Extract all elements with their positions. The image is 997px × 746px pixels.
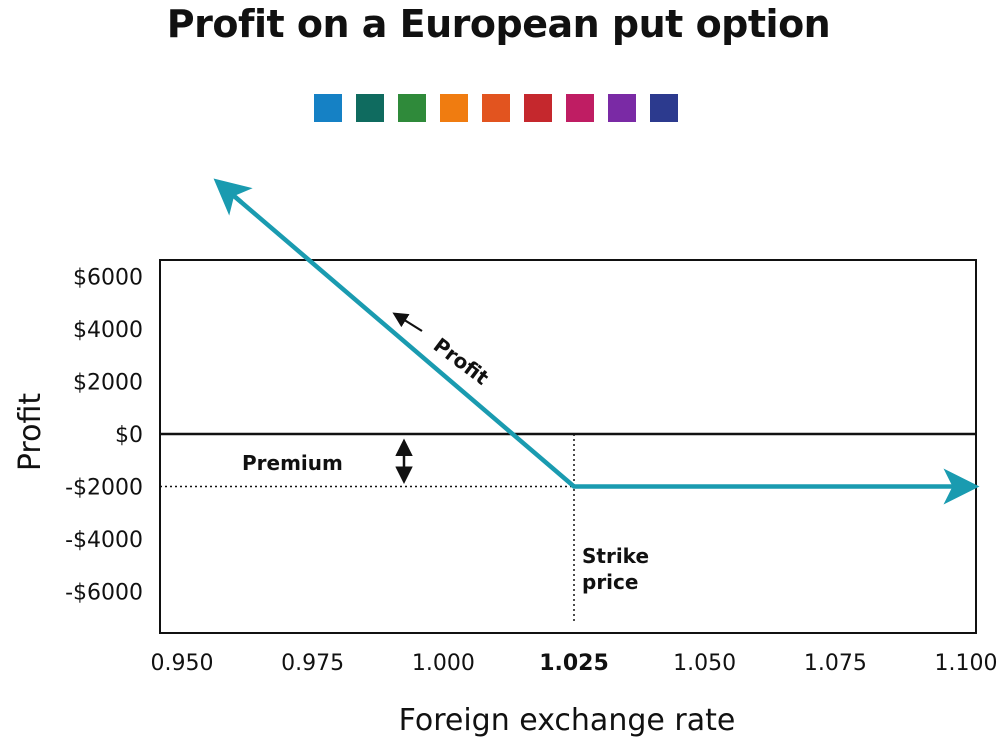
y-tick-label: $2000 [73,371,143,396]
palette-swatch [608,94,636,122]
x-tick-label: 1.025 [539,651,609,676]
x-tick-label: 1.100 [935,651,997,676]
y-axis-ticks: $6000 $4000 $2000 $0 -$2000 -$4000 -$6000 [65,266,143,606]
x-tick-label: 0.975 [281,651,344,676]
palette-swatch [650,94,678,122]
x-axis-ticks: 0.950 0.975 1.000 1.025 1.050 1.075 1.100 [151,651,997,676]
profit-series-line [222,185,980,505]
y-tick-label: $4000 [73,318,143,343]
profit-start-arrowhead [213,178,253,216]
palette-swatch [524,94,552,122]
premium-annotation: Premium [242,451,343,475]
strike-annotation-line1: Strike [582,544,649,568]
x-axis-label: Foreign exchange rate [399,703,736,738]
y-tick-label: -$6000 [65,581,143,606]
x-tick-label: 0.950 [151,651,214,676]
y-tick-label: $0 [115,423,143,448]
chart-title: Profit on a European put option [166,2,831,46]
palette-swatch [566,94,594,122]
y-tick-label: -$4000 [65,528,143,553]
profit-direction-arrow [392,312,423,332]
palette-swatch [398,94,426,122]
plot-frame [159,259,977,634]
palette-swatch [440,94,468,122]
x-tick-label: 1.050 [673,651,736,676]
color-palette [314,94,678,122]
x-tick-label: 1.000 [412,651,475,676]
strike-annotation-line2: price [582,570,638,594]
y-axis-label: Profit [13,393,48,471]
profit-annotation: Profit [429,333,494,390]
y-tick-label: -$2000 [65,476,143,501]
palette-swatch [482,94,510,122]
y-tick-label: $6000 [73,266,143,291]
x-tick-label: 1.075 [804,651,867,676]
palette-swatch [314,94,342,122]
palette-swatch [356,94,384,122]
